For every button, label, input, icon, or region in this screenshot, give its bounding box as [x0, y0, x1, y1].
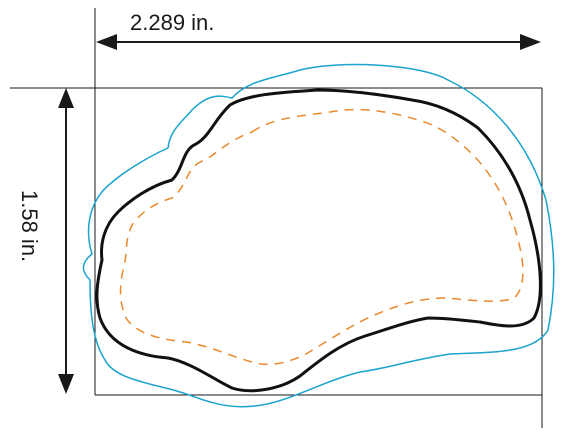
- width-dimension: 2.289 in.: [96, 10, 541, 50]
- safe-outline: [119, 108, 524, 366]
- height-dimension: 1.58 in.: [17, 88, 74, 394]
- height-label: 1.58 in.: [17, 190, 42, 262]
- width-arrow-right-head: [520, 34, 541, 50]
- width-label: 2.289 in.: [130, 10, 214, 35]
- bleed-outline: [82, 63, 555, 408]
- height-arrow-top-head: [58, 88, 74, 108]
- width-arrow-left-head: [96, 34, 117, 50]
- cut-outline: [95, 88, 542, 393]
- height-arrow-bottom-head: [58, 374, 74, 394]
